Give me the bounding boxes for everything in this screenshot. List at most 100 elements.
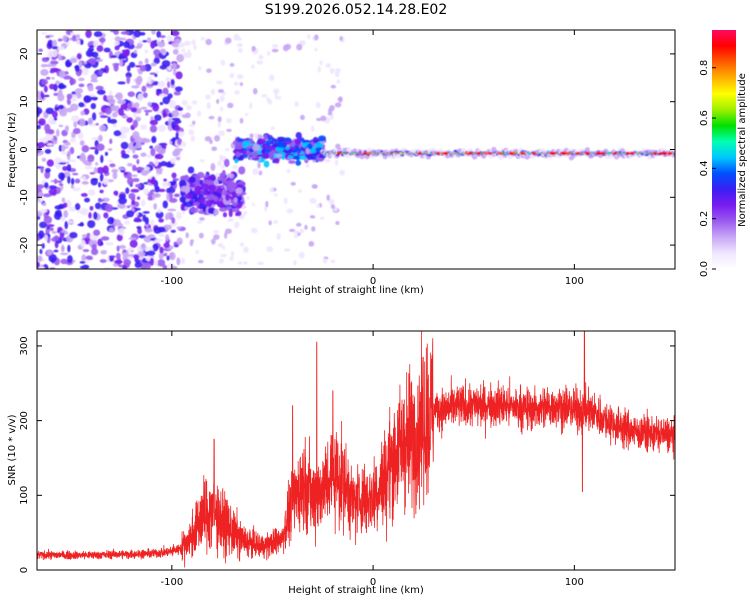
spectrogram-cell xyxy=(167,93,173,99)
spectrogram-cell xyxy=(216,99,220,105)
spectrogram-cell xyxy=(114,45,120,51)
spectrogram-cell xyxy=(98,198,105,203)
spectrogram-cell xyxy=(87,84,94,92)
spectrogram-cell xyxy=(121,114,129,119)
spectrogram-cell xyxy=(116,233,123,242)
spectrogram-cell xyxy=(38,137,47,142)
spectrogram-cell xyxy=(44,148,52,154)
spectrogram-xtick-label: -100 xyxy=(160,276,183,287)
spectrogram-cell xyxy=(154,114,162,121)
spectrogram-cell xyxy=(261,152,269,159)
spectrogram-cell xyxy=(120,141,129,150)
spectrogram-cell xyxy=(172,62,177,70)
spectrogram-cell xyxy=(218,258,225,264)
spectrogram-cell xyxy=(208,194,216,201)
spectrogram-cell xyxy=(78,77,85,82)
spectrogram-cell xyxy=(80,266,84,269)
colorbar-tick-label: 0.4 xyxy=(699,160,710,176)
spectrogram-cell xyxy=(79,155,87,162)
spectrogram-cell xyxy=(601,151,606,155)
spectrogram-cell xyxy=(74,64,80,72)
spectrogram-cell xyxy=(83,95,92,103)
spectrogram-cell xyxy=(62,75,72,80)
spectrogram-cell xyxy=(316,117,322,122)
spectrogram-cell xyxy=(91,178,99,181)
spectrogram-cell xyxy=(81,234,88,239)
spectrogram-cell xyxy=(297,189,303,193)
spectrogram-cell xyxy=(80,193,88,197)
spectrogram-cell xyxy=(329,67,335,75)
spectrogram-cell xyxy=(149,178,156,185)
spectrogram-cell xyxy=(261,143,268,149)
spectrogram-cell xyxy=(141,85,147,93)
spectrogram-cell xyxy=(229,256,234,261)
spectrogram-cell xyxy=(140,152,147,157)
spectrogram-cell xyxy=(286,208,294,214)
snr-ytick-label: 100 xyxy=(19,486,30,505)
spectrogram-cell xyxy=(131,200,136,206)
spectrogram-cell xyxy=(180,203,185,211)
spectrogram-cell xyxy=(206,68,212,73)
spectrogram-cell xyxy=(217,120,221,128)
spectrogram-cell xyxy=(147,195,153,201)
spectrogram-cell xyxy=(127,256,133,260)
spectrogram-cell xyxy=(205,94,211,100)
spectrogram-cell xyxy=(259,170,263,176)
spectrogram-cell xyxy=(217,243,222,247)
spectrogram-cell xyxy=(417,151,422,155)
spectrogram-cell xyxy=(216,188,224,194)
spectrogram-cell xyxy=(130,107,138,113)
spectrogram-cell xyxy=(193,201,200,206)
spectrogram-cell xyxy=(87,154,95,163)
spectrogram-cell xyxy=(207,184,216,193)
spectrogram-cell xyxy=(184,40,191,46)
spectrogram-xtick-label: 100 xyxy=(565,276,584,287)
spectrogram-cell xyxy=(74,178,81,184)
spectrogram-cell xyxy=(76,210,86,214)
spectrogram-cell xyxy=(296,222,302,227)
spectrogram-cell xyxy=(142,211,150,214)
spectrogram-cell xyxy=(135,183,142,188)
spectrogram-cell xyxy=(72,128,81,135)
spectrogram-cell xyxy=(43,215,53,224)
spectrogram-cell xyxy=(213,209,219,216)
spectrogram-cell xyxy=(78,59,83,69)
spectrogram-cell xyxy=(265,200,269,208)
spectrogram-cell xyxy=(269,187,274,193)
spectrogram-cell xyxy=(131,85,140,89)
spectrogram-cell xyxy=(64,125,69,132)
spectrogram-cell xyxy=(233,81,239,86)
spectrogram-cell xyxy=(142,92,148,98)
spectrogram-cell xyxy=(78,102,85,108)
spectrogram-cell xyxy=(189,183,195,188)
spectrogram-cell xyxy=(251,144,260,151)
spectrogram-cell xyxy=(59,110,68,117)
spectrogram-cell xyxy=(77,223,85,227)
spectrogram-cell xyxy=(117,99,126,105)
spectrogram-cell xyxy=(48,185,58,190)
spectrogram-cell xyxy=(126,117,133,123)
snr-xtick-label: 100 xyxy=(565,577,584,588)
spectrogram-cell xyxy=(57,93,65,102)
spectrogram-cell xyxy=(166,187,171,194)
spectrogram-cell xyxy=(198,65,202,71)
spectrogram-cell xyxy=(49,227,54,232)
spectrogram-cell xyxy=(221,177,229,183)
spectrogram-cell xyxy=(134,167,143,171)
spectrogram-cell xyxy=(339,169,345,176)
colorbar-gradient xyxy=(712,30,736,269)
spectrogram-cell xyxy=(659,151,664,155)
spectrogram-cell xyxy=(206,102,212,110)
spectrogram-cell xyxy=(236,74,244,80)
spectrogram-cell xyxy=(60,258,68,265)
spectrogram-cell xyxy=(166,192,170,201)
spectrogram-cell xyxy=(305,163,310,168)
spectrogram-cell xyxy=(157,80,166,88)
spectrogram-cell xyxy=(233,33,240,41)
spectrogram-cell xyxy=(49,70,55,74)
spectrogram-cell xyxy=(271,138,278,143)
spectrogram-cell xyxy=(171,109,180,118)
spectrogram-cell xyxy=(53,92,59,97)
spectrogram-cell xyxy=(177,131,184,137)
